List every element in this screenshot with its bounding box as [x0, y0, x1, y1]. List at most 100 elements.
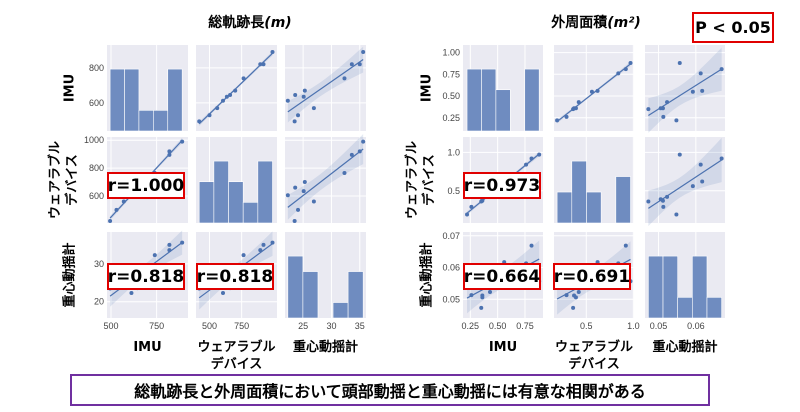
data-point: [241, 76, 246, 81]
data-point: [660, 106, 665, 111]
data-point: [661, 204, 666, 209]
data-point: [465, 212, 470, 217]
data-point: [357, 149, 362, 154]
data-point: [302, 180, 307, 185]
data-point: [293, 185, 298, 190]
histogram-bar: [109, 68, 125, 132]
histogram-panel: [645, 232, 725, 319]
data-point: [529, 156, 534, 161]
row-label: 重心動揺計: [419, 242, 435, 307]
data-point: [646, 107, 651, 112]
data-point: [616, 71, 621, 76]
histogram-bar: [692, 255, 708, 319]
data-point: [589, 89, 594, 94]
x-tick-label: 1.0: [627, 321, 640, 331]
data-point: [537, 152, 542, 157]
x-tick-label: 0.06: [687, 321, 705, 331]
data-point: [228, 93, 233, 98]
data-point: [357, 62, 362, 67]
data-point: [700, 179, 705, 184]
data-point: [296, 207, 301, 212]
column-label: ウェアラブル: [555, 339, 633, 355]
data-point: [342, 76, 347, 81]
row-label: IMU: [420, 74, 435, 102]
data-point: [258, 248, 263, 253]
y-tick-label: 1.0: [447, 147, 460, 157]
data-point: [261, 62, 266, 67]
data-point: [296, 113, 301, 118]
data-point: [576, 289, 581, 294]
data-point: [301, 94, 306, 99]
x-tick-label: 500: [103, 321, 118, 331]
histogram-bar: [615, 176, 631, 224]
histogram-bar: [586, 191, 602, 224]
scatter-panel: [285, 45, 366, 131]
left-chart-title: 総軌跡長(m): [208, 14, 291, 31]
histogram-bar: [153, 110, 169, 132]
data-point: [665, 100, 670, 105]
data-point: [311, 106, 316, 111]
scatter-panel: [285, 133, 366, 224]
data-point: [285, 193, 290, 198]
data-point: [349, 62, 354, 67]
histogram-bar: [287, 255, 304, 319]
data-point: [555, 118, 560, 123]
y-tick-label: 800: [89, 163, 104, 173]
data-point: [207, 113, 212, 118]
y-tick-label: 800: [89, 63, 104, 73]
data-point: [261, 242, 266, 247]
data-point: [623, 243, 628, 248]
scatter-panel: [645, 137, 725, 227]
y-tick-label: 0.5: [447, 186, 460, 196]
right-chart-title: 外周面積(m²): [551, 14, 641, 31]
data-point: [108, 219, 113, 224]
data-point: [674, 118, 679, 123]
data-point: [180, 139, 185, 144]
data-point: [258, 62, 263, 67]
data-point: [572, 293, 577, 298]
column-label: 重心動揺計: [652, 339, 717, 355]
data-point: [571, 305, 576, 310]
data-point: [215, 106, 220, 111]
data-point: [224, 94, 229, 99]
histogram-bar: [198, 181, 215, 224]
x-tick-label: 0.75: [516, 321, 534, 331]
data-point: [719, 67, 724, 72]
data-point: [524, 162, 529, 167]
column-label: IMU: [133, 340, 161, 355]
y-tick-label: 0.75: [442, 69, 460, 79]
histogram-bar: [495, 89, 511, 132]
histogram-bar: [347, 271, 364, 319]
histogram-bar: [662, 255, 678, 319]
scatter-panel: [196, 45, 277, 131]
data-point: [628, 61, 633, 65]
data-point: [677, 61, 682, 65]
regression-line: [287, 59, 364, 113]
data-point: [293, 93, 298, 98]
correlation-label: r=0.691: [553, 263, 631, 290]
data-point: [469, 204, 474, 209]
histogram-bar: [556, 191, 573, 224]
y-tick-label: 1.00: [442, 48, 460, 58]
row-label: デバイス: [421, 154, 437, 206]
column-label: デバイス: [211, 356, 263, 372]
row-label: IMU: [63, 74, 78, 102]
scatter-panel: [645, 45, 725, 133]
data-point: [302, 88, 307, 93]
data-point: [129, 290, 134, 295]
data-point: [564, 114, 569, 119]
data-point: [674, 212, 679, 217]
correlation-label: r=0.818: [107, 263, 185, 290]
data-point: [479, 305, 484, 310]
data-point: [285, 98, 290, 103]
data-point: [270, 50, 275, 55]
data-point: [197, 119, 202, 124]
y-tick-label: 600: [89, 191, 104, 201]
y-tick-label: 0.50: [442, 91, 460, 101]
data-point: [241, 253, 246, 258]
histogram-panel: [285, 232, 366, 319]
data-point: [595, 88, 600, 93]
data-point: [690, 184, 695, 189]
data-point: [646, 199, 651, 204]
